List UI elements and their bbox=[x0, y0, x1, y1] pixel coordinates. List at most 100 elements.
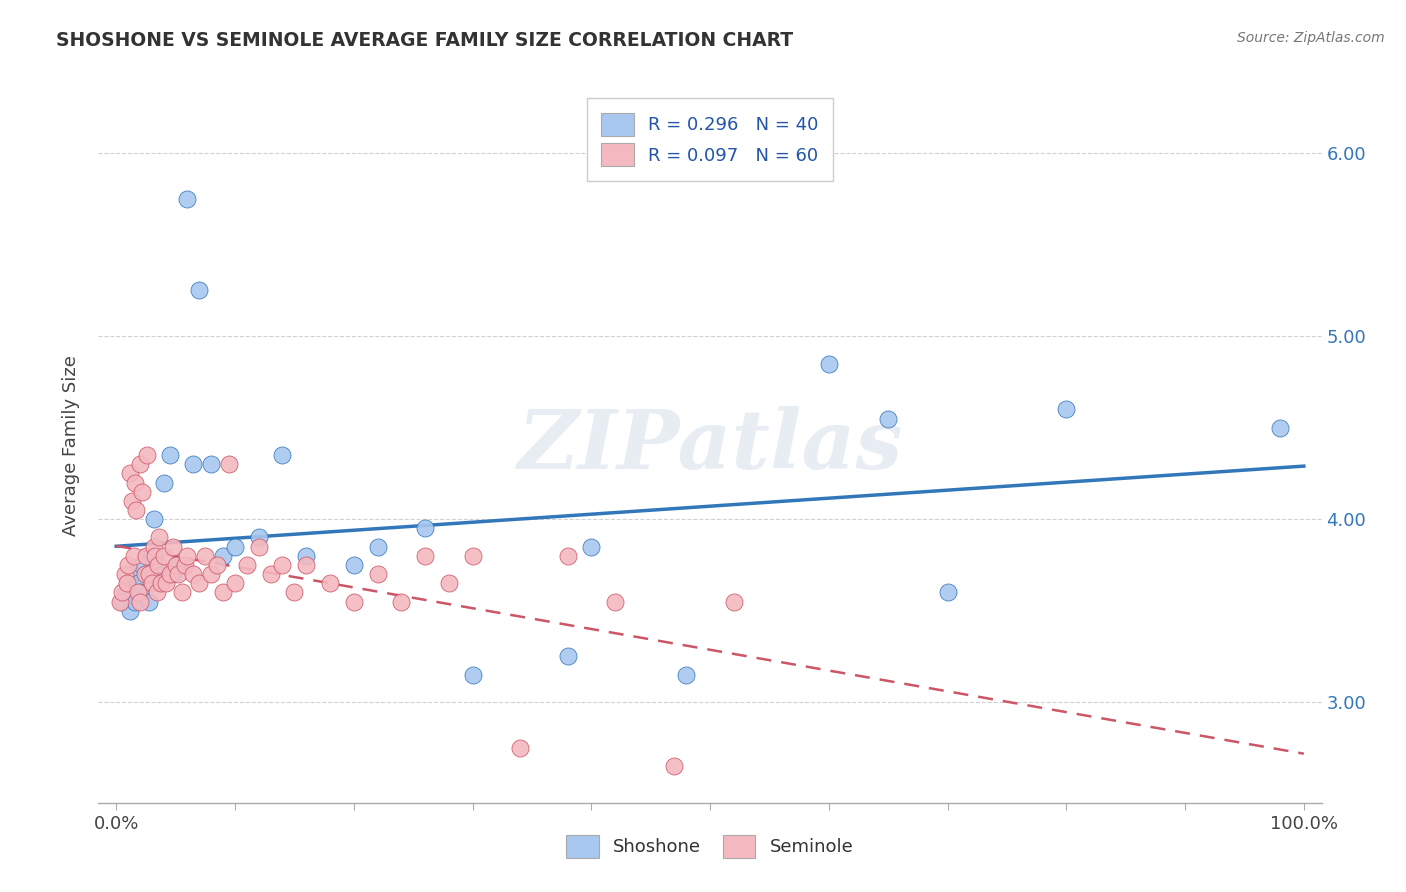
Point bbox=[675, 667, 697, 681]
Point bbox=[877, 411, 900, 425]
Point bbox=[145, 549, 167, 563]
Point bbox=[122, 549, 145, 563]
Text: SHOSHONE VS SEMINOLE AVERAGE FAMILY SIZE CORRELATION CHART: SHOSHONE VS SEMINOLE AVERAGE FAMILY SIZE… bbox=[56, 31, 793, 50]
Point bbox=[509, 740, 531, 755]
Point bbox=[247, 540, 270, 554]
Point bbox=[111, 585, 134, 599]
Point bbox=[389, 594, 412, 608]
Point bbox=[413, 521, 436, 535]
Point bbox=[150, 567, 173, 582]
Point bbox=[271, 448, 294, 462]
Point bbox=[124, 475, 146, 490]
Point bbox=[152, 549, 174, 563]
Point bbox=[138, 567, 160, 582]
Point bbox=[319, 576, 342, 591]
Point bbox=[936, 585, 959, 599]
Point bbox=[283, 585, 305, 599]
Point bbox=[200, 458, 222, 472]
Point bbox=[114, 567, 136, 582]
Point bbox=[127, 585, 149, 599]
Point bbox=[146, 558, 169, 572]
Point bbox=[121, 567, 143, 582]
Point bbox=[134, 567, 156, 582]
Point bbox=[224, 576, 246, 591]
Point bbox=[162, 567, 184, 582]
Point bbox=[461, 549, 484, 563]
Point bbox=[188, 284, 211, 298]
Point bbox=[135, 567, 157, 582]
Point bbox=[236, 558, 259, 572]
Point bbox=[117, 558, 139, 572]
Point bbox=[159, 448, 181, 462]
Point bbox=[194, 549, 217, 563]
Point bbox=[150, 576, 173, 591]
Point bbox=[1054, 402, 1077, 417]
Legend: Shoshone, Seminole: Shoshone, Seminole bbox=[560, 828, 860, 865]
Point bbox=[114, 585, 136, 599]
Point bbox=[581, 540, 603, 554]
Point bbox=[664, 759, 686, 773]
Point bbox=[212, 549, 235, 563]
Point bbox=[143, 540, 166, 554]
Point bbox=[366, 567, 388, 582]
Point bbox=[212, 585, 235, 599]
Point bbox=[143, 512, 166, 526]
Point bbox=[817, 357, 839, 371]
Point bbox=[145, 585, 167, 599]
Point bbox=[205, 558, 228, 572]
Y-axis label: Average Family Size: Average Family Size bbox=[62, 356, 80, 536]
Point bbox=[224, 540, 246, 554]
Point bbox=[136, 448, 159, 462]
Point bbox=[124, 594, 146, 608]
Point bbox=[108, 594, 131, 608]
Point bbox=[247, 531, 270, 545]
Point bbox=[259, 567, 281, 582]
Point bbox=[148, 531, 170, 545]
Point bbox=[1268, 420, 1291, 434]
Point bbox=[111, 594, 134, 608]
Point bbox=[174, 558, 197, 572]
Point bbox=[295, 558, 318, 572]
Point bbox=[135, 549, 157, 563]
Point bbox=[129, 585, 152, 599]
Point bbox=[366, 540, 388, 554]
Point bbox=[295, 549, 318, 563]
Point bbox=[141, 576, 163, 591]
Point bbox=[218, 458, 240, 472]
Point bbox=[461, 667, 484, 681]
Point bbox=[165, 558, 187, 572]
Point bbox=[155, 576, 177, 591]
Point bbox=[183, 567, 205, 582]
Point bbox=[170, 585, 193, 599]
Point bbox=[176, 549, 198, 563]
Point bbox=[159, 567, 181, 582]
Point bbox=[188, 576, 211, 591]
Point bbox=[167, 567, 190, 582]
Point bbox=[723, 594, 745, 608]
Point bbox=[129, 594, 152, 608]
Point bbox=[121, 494, 143, 508]
Point bbox=[129, 458, 152, 472]
Point bbox=[120, 467, 142, 481]
Point bbox=[557, 549, 579, 563]
Point bbox=[176, 192, 198, 206]
Point bbox=[200, 567, 222, 582]
Point bbox=[162, 540, 184, 554]
Point bbox=[557, 649, 579, 664]
Point bbox=[120, 604, 142, 618]
Point bbox=[183, 458, 205, 472]
Point bbox=[138, 594, 160, 608]
Text: ZIPatlas: ZIPatlas bbox=[517, 406, 903, 486]
Point bbox=[131, 484, 153, 499]
Point bbox=[115, 576, 138, 591]
Point bbox=[152, 475, 174, 490]
Point bbox=[141, 549, 163, 563]
Point bbox=[125, 503, 148, 517]
Point bbox=[271, 558, 294, 572]
Point bbox=[413, 549, 436, 563]
Point bbox=[343, 558, 366, 572]
Text: Source: ZipAtlas.com: Source: ZipAtlas.com bbox=[1237, 31, 1385, 45]
Point bbox=[131, 558, 153, 572]
Point bbox=[117, 576, 139, 591]
Point bbox=[167, 558, 190, 572]
